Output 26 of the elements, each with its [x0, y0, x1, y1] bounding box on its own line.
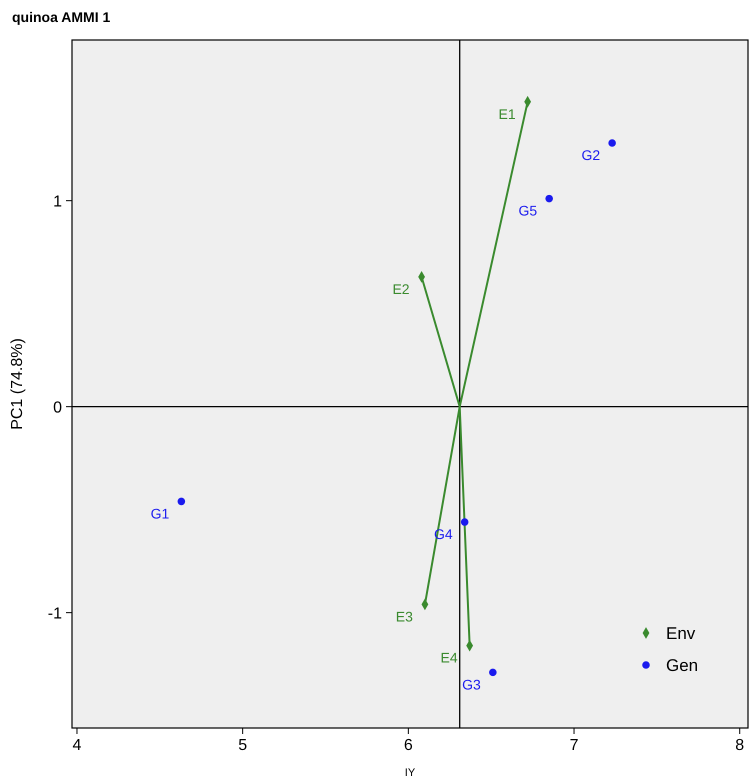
annotation: E2	[392, 280, 410, 297]
y-tick-label: 0	[53, 400, 62, 417]
point	[460, 518, 468, 526]
y-axis-title: PC1 (74.8%)	[9, 338, 26, 430]
legend-label: Env	[666, 624, 696, 643]
x-tick-label: 6	[404, 737, 413, 754]
annotation: G5	[518, 202, 538, 219]
x-tick-label: 7	[570, 737, 579, 754]
annotation: G2	[581, 146, 600, 163]
y-tick-label: 1	[53, 194, 62, 211]
legend-label: Gen	[666, 656, 698, 675]
x-tick-label: 5	[238, 737, 248, 754]
x-axis-title: IY	[404, 767, 416, 779]
annotation: G1	[150, 505, 170, 522]
annotation: E1	[498, 106, 516, 122]
x-tick-label: 4	[72, 737, 82, 754]
x-tick-label: 8	[735, 737, 744, 754]
annotation: E4	[440, 650, 458, 666]
point	[489, 668, 497, 676]
chart-title: quinoa AMMI 1	[12, 9, 110, 25]
annotation: G3	[462, 676, 482, 692]
y-tick-label: -1	[48, 606, 62, 623]
point	[545, 194, 553, 202]
annotation: E3	[396, 608, 414, 624]
point	[608, 139, 616, 147]
point	[178, 498, 186, 506]
